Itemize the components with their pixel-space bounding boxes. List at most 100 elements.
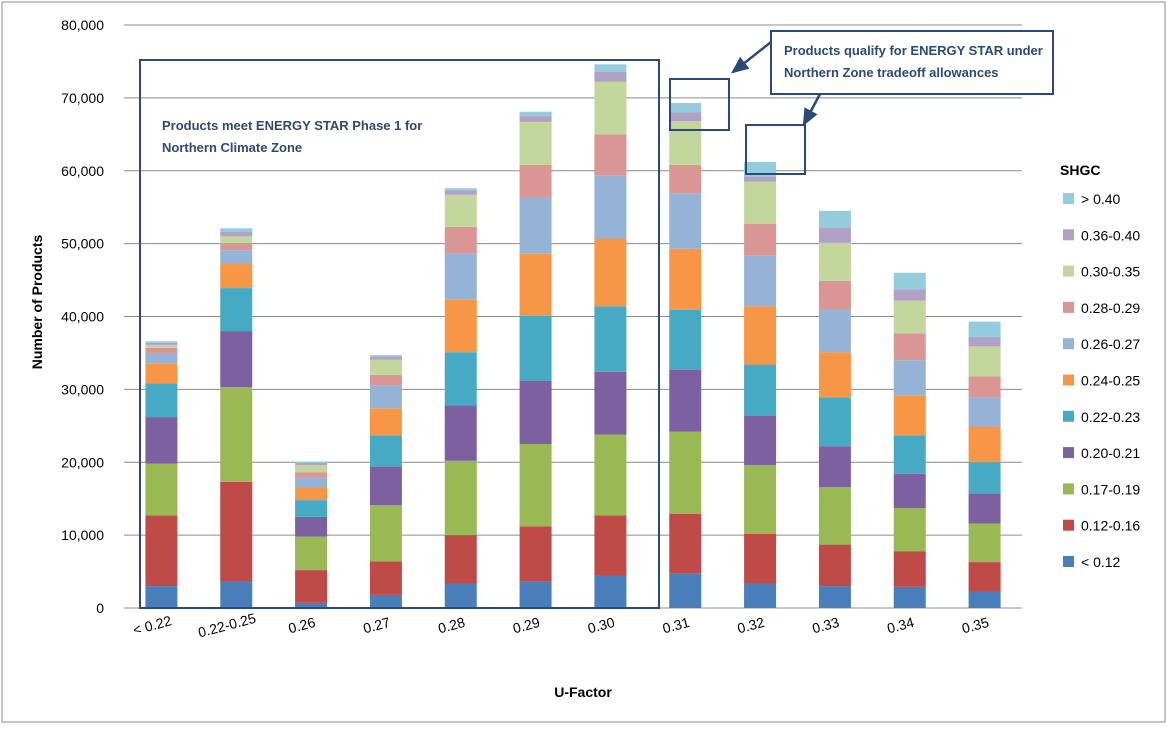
bar-segment <box>444 253 477 300</box>
legend-label: 0.22-0.23 <box>1081 409 1140 425</box>
bar-segment <box>968 462 1001 494</box>
bar-segment <box>968 321 1001 337</box>
bar-segment <box>145 363 178 384</box>
bar-segment <box>145 463 178 516</box>
bar-segment <box>594 434 627 516</box>
bar-segment <box>968 336 1001 347</box>
legend-swatch <box>1063 338 1074 350</box>
bar-segment <box>295 465 328 473</box>
bar-segment <box>444 188 477 191</box>
bar-segment <box>145 344 178 348</box>
bar-segment <box>295 477 328 488</box>
bar-segment <box>145 342 178 345</box>
bars <box>145 64 1001 608</box>
bar-segment <box>818 544 851 587</box>
bar-segment <box>669 248 702 310</box>
bar-segment <box>220 228 253 232</box>
bar-segment <box>369 355 402 357</box>
bar-segment <box>818 227 851 243</box>
bar-segment <box>369 356 402 360</box>
bar-segment <box>744 162 777 177</box>
legend-label: 0.24-0.25 <box>1081 373 1140 389</box>
bar-segment <box>893 333 926 361</box>
bar-segment <box>893 272 926 290</box>
x-tick-label: 0.26 <box>287 614 318 637</box>
bar-segment <box>145 586 178 608</box>
bar-segment <box>369 466 402 506</box>
bar-segment <box>818 309 851 353</box>
bar-segment <box>669 102 702 113</box>
bar-segment <box>594 306 627 372</box>
bar-segment <box>893 300 926 334</box>
bar-segment <box>594 134 627 176</box>
bar-segment <box>444 194 477 227</box>
bar-segment <box>444 405 477 461</box>
legend-swatch <box>1063 410 1074 422</box>
bar-segment <box>295 461 328 463</box>
y-tick-label: 10,000 <box>61 527 104 543</box>
legend-label: 0.36-0.40 <box>1081 227 1140 243</box>
bar-segment <box>893 551 926 587</box>
bar-segment <box>444 299 477 353</box>
bar-segment <box>519 444 552 527</box>
bar-segment <box>594 81 627 135</box>
bar-segment <box>968 493 1001 524</box>
bar-segment <box>519 253 552 316</box>
phase1-box <box>139 59 660 609</box>
bar-segment <box>519 196 552 254</box>
bar-segment <box>669 112 702 122</box>
legend-swatch <box>1063 193 1074 204</box>
bar-segment <box>818 280 851 310</box>
bar-segment <box>145 515 178 587</box>
y-axis-ticks: 0 10,000 20,000 30,000 40,000 50,000 60,000 70,… <box>61 17 104 616</box>
y-tick-label: 60,000 <box>61 163 104 179</box>
y-tick-label: 40,000 <box>61 309 104 325</box>
bar-segment <box>968 562 1001 592</box>
bar-segment <box>744 255 777 307</box>
legend-swatch <box>1063 301 1074 313</box>
bar-segment <box>444 352 477 406</box>
bar-segment <box>220 231 253 237</box>
bar-segment <box>220 264 253 289</box>
bar-segment <box>594 515 627 576</box>
bar-segment <box>893 473 926 509</box>
bar-segment <box>968 397 1001 427</box>
bar-segment <box>519 581 552 608</box>
tradeoff-annotation: Products qualify for ENERGY STAR under No… <box>784 43 1043 80</box>
bar-segment <box>369 359 402 375</box>
bar-segment <box>818 352 851 398</box>
bar-segment <box>669 431 702 514</box>
legend-swatch <box>1063 374 1074 386</box>
bar-segment <box>594 371 627 435</box>
bar-segment <box>220 581 253 608</box>
bar-segment <box>893 435 926 474</box>
legend-label: < 0.12 <box>1081 554 1121 570</box>
bar-segment <box>893 395 926 436</box>
bar-segment <box>818 397 851 447</box>
legend-label: 0.12-0.16 <box>1081 518 1140 534</box>
bar-segment <box>818 487 851 545</box>
x-tick-label: 0.30 <box>586 614 617 637</box>
bar-segment <box>669 164 702 194</box>
bar-segment <box>369 505 402 562</box>
legend-label: > 0.40 <box>1081 191 1121 207</box>
bar-segment <box>444 226 477 254</box>
bar-segment <box>744 533 777 584</box>
bar-segment <box>968 591 1001 608</box>
bar-segment <box>519 315 552 381</box>
x-tick-label: 0.31 <box>661 614 692 637</box>
tradeoff-callout <box>770 30 1054 95</box>
bar-segment <box>519 164 552 197</box>
bar-segment <box>669 573 702 608</box>
legend-label: 0.26-0.27 <box>1081 336 1140 352</box>
bar-segment <box>968 426 1001 463</box>
y-tick-label: 70,000 <box>61 90 104 106</box>
bar-segment <box>220 387 253 482</box>
bar-segment <box>145 352 178 364</box>
bar-segment <box>444 583 477 608</box>
bar-segment <box>744 223 777 256</box>
bar-segment <box>220 242 253 251</box>
bar-segment <box>369 408 402 436</box>
